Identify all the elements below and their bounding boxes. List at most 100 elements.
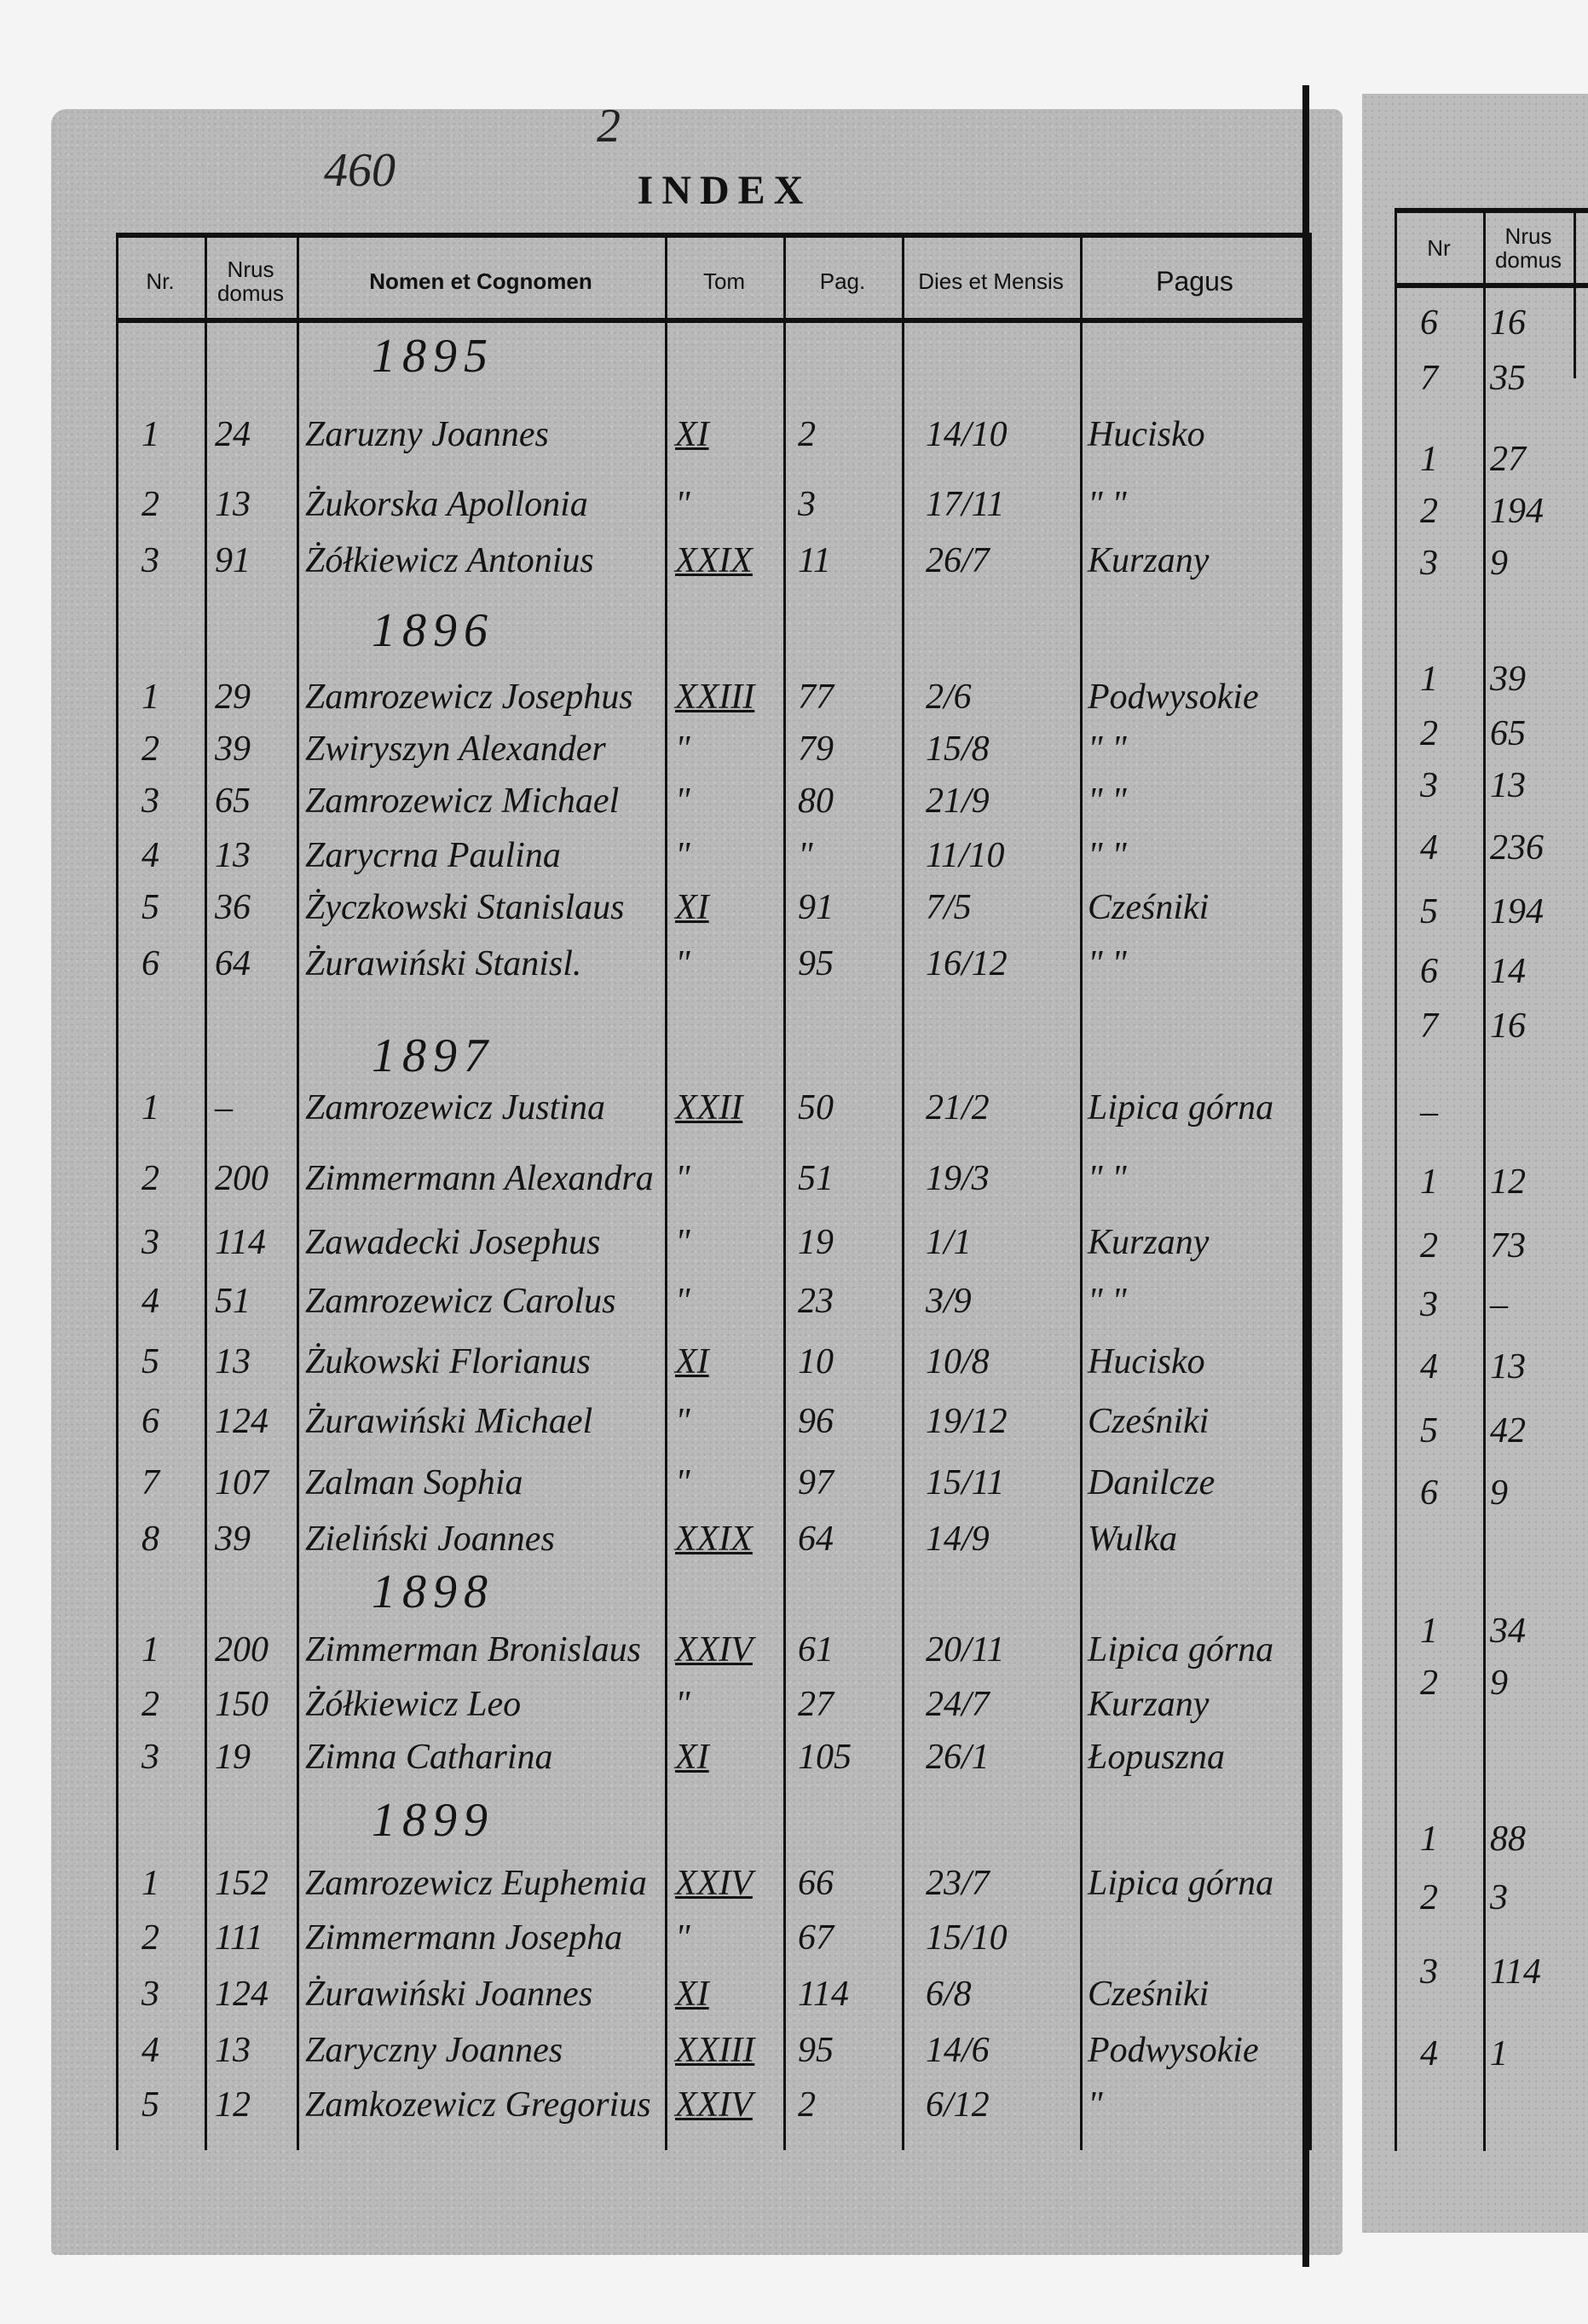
cell-pagus: Kurzany [1088, 1685, 1210, 1724]
cell-domus: 51 [215, 1282, 251, 1321]
cell-dies: 21/9 [926, 781, 990, 821]
cell-nomen: Zaruzny Joannes [305, 415, 549, 454]
cell-nomen: Żółkiewicz Leo [305, 1685, 522, 1724]
cell-dies: 24/7 [926, 1685, 990, 1724]
register-page [51, 109, 1343, 2255]
cell-nomen: Zalman Sophia [305, 1463, 523, 1502]
cell-pag: 50 [798, 1088, 834, 1127]
cell-nr: 4 [141, 836, 159, 875]
cell-tom: " [675, 1402, 690, 1441]
cell-dies: 26/1 [926, 1738, 990, 1777]
cell-domus: 64 [215, 944, 251, 983]
facing-cell-domus: 13 [1490, 1347, 1526, 1387]
cell-pagus: Podwysokie [1088, 2031, 1259, 2070]
facing-header-nr: Nr [1427, 235, 1451, 261]
cell-pag: 10 [798, 1342, 834, 1381]
cell-tom: XXII [675, 1088, 743, 1127]
cell-pag: 23 [798, 1282, 834, 1321]
column-rule [116, 233, 118, 2150]
cell-pag: 61 [798, 1630, 834, 1669]
cell-nr: 2 [141, 1685, 159, 1724]
cell-pagus: Lipica górna [1088, 1088, 1274, 1127]
cell-tom: " [675, 1685, 690, 1724]
year-heading: 1899 [372, 1794, 494, 1847]
cell-nomen: Żurawiński Joannes [305, 1975, 593, 2014]
year-heading: 1895 [372, 330, 494, 383]
facing-cell-domus: 1 [1490, 2034, 1508, 2073]
index-table: Nr. Nrus domus Nomen et Cognomen Tom Pag… [116, 233, 1312, 2150]
facing-cell-domus: 27 [1490, 440, 1526, 479]
cell-nomen: Żółkiewicz Antonius [305, 541, 594, 580]
facing-header-bottom-rule [1395, 283, 1588, 288]
header-dies: Dies et Mensis [918, 268, 1064, 294]
cell-nomen: Zimmerman Bronislaus [305, 1630, 641, 1669]
cell-dies: 3/9 [926, 1282, 972, 1321]
cell-tom: XXIV [675, 2085, 753, 2125]
column-rule [665, 233, 667, 2150]
cell-tom: " [675, 944, 690, 983]
cell-nomen: Zamrozewicz Carolus [305, 1282, 616, 1321]
cell-pagus: Cześniki [1088, 1402, 1210, 1441]
facing-cell-nr: 2 [1420, 714, 1438, 753]
cell-nr: 1 [141, 1088, 159, 1127]
cell-domus: 200 [215, 1630, 269, 1669]
cell-tom: " [675, 1918, 690, 1958]
cell-domus: 200 [215, 1159, 269, 1198]
cell-domus: 65 [215, 781, 251, 821]
cell-pag: 80 [798, 781, 834, 821]
cell-pagus: " [1088, 2085, 1103, 2125]
cell-nomen: Zwiryszyn Alexander [305, 729, 606, 769]
cell-nr: 2 [141, 729, 159, 769]
cell-pag: 95 [798, 2031, 834, 2070]
cell-nomen: Zawadecki Josephus [305, 1223, 601, 1262]
cell-domus: 29 [215, 678, 251, 717]
cell-tom: " [675, 1463, 690, 1502]
facing-cell-nr: 2 [1420, 1226, 1438, 1266]
cell-nomen: Zaryczny Joannes [305, 2031, 563, 2070]
cell-tom: XI [675, 415, 709, 454]
facing-cell-domus: 65 [1490, 714, 1526, 753]
cell-domus: 13 [215, 1342, 251, 1381]
facing-cell-nr: 2 [1420, 1664, 1438, 1703]
facing-cell-domus: 114 [1490, 1952, 1541, 1992]
cell-tom: XXIX [675, 541, 753, 580]
cell-nr: 3 [141, 781, 159, 821]
facing-cell-nr: 3 [1420, 766, 1438, 805]
cell-tom: " [675, 485, 690, 524]
cell-pag: 2 [798, 2085, 816, 2125]
cell-dies: 19/12 [926, 1402, 1008, 1441]
cell-nr: 8 [141, 1520, 159, 1559]
book-spine [1302, 85, 1309, 2267]
cell-pagus: Podwysokie [1088, 678, 1259, 717]
cell-pag: 51 [798, 1159, 834, 1198]
facing-cell-nr: – [1420, 1093, 1438, 1132]
facing-header-nrus-domus: Nrus domus [1494, 223, 1562, 273]
cell-domus: 12 [215, 2085, 251, 2125]
cell-nr: 1 [141, 678, 159, 717]
facing-cell-nr: 4 [1420, 1347, 1438, 1387]
cell-nomen: Zarycrna Paulina [305, 836, 561, 875]
year-heading: 1898 [372, 1566, 494, 1618]
column-rule [1080, 233, 1083, 2150]
facing-cell-domus: 16 [1490, 303, 1526, 343]
header-tom: Tom [702, 268, 746, 294]
facing-cell-domus: 73 [1490, 1226, 1526, 1266]
facing-cell-domus: – [1490, 1285, 1508, 1324]
facing-cell-nr: 6 [1420, 303, 1438, 343]
cell-domus: 150 [215, 1685, 269, 1724]
cell-pagus: " " [1088, 1282, 1127, 1321]
facing-cell-domus: 194 [1490, 492, 1544, 531]
cell-pag: 96 [798, 1402, 834, 1441]
cell-nr: 6 [141, 944, 159, 983]
cell-nr: 5 [141, 888, 159, 927]
cell-dies: 16/12 [926, 944, 1008, 983]
cell-nr: 4 [141, 2031, 159, 2070]
cell-pagus: Cześniki [1088, 888, 1210, 927]
cell-pagus: Kurzany [1088, 541, 1210, 580]
cell-nr: 6 [141, 1402, 159, 1441]
facing-cell-domus: 35 [1490, 359, 1526, 398]
cell-pag: 114 [798, 1975, 849, 2014]
cell-nomen: Zamrozewicz Euphemia [305, 1864, 647, 1903]
cell-nr: 5 [141, 2085, 159, 2125]
cell-domus: 124 [215, 1402, 269, 1441]
